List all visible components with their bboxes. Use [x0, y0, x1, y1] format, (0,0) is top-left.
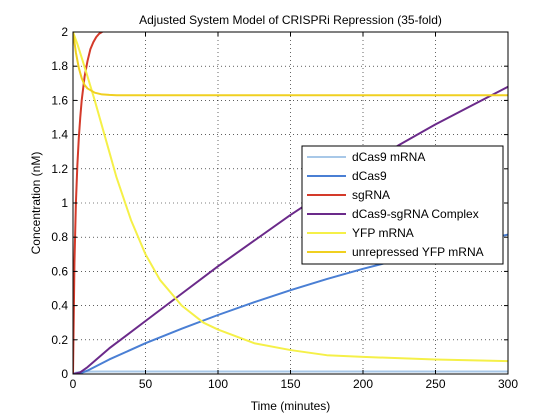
legend-label-sgrna: sgRNA — [352, 188, 390, 202]
legend-label-dcas9: dCas9 — [352, 169, 387, 183]
x-tick-label: 50 — [139, 377, 153, 391]
legend-label-yfp-mrna: YFP mRNA — [352, 226, 414, 240]
y-axis-label: Concentration (nM) — [29, 152, 43, 255]
y-tick-label: 0.6 — [51, 264, 68, 278]
x-tick-label: 300 — [498, 377, 518, 391]
series-line-yfp-mrna — [73, 32, 508, 363]
y-tick-label: 0.4 — [51, 299, 68, 313]
legend-label-dcas9-mrna: dCas9 mRNA — [352, 150, 425, 164]
y-tick-label: 1 — [61, 196, 68, 210]
y-tick-label: 0.2 — [51, 333, 68, 347]
x-tick-label: 200 — [353, 377, 373, 391]
x-tick-label: 150 — [280, 377, 300, 391]
legend-box — [301, 145, 504, 265]
chart-title: Adjusted System Model of CRISPRi Repress… — [139, 13, 442, 27]
legend: dCas9 mRNA dCas9 sgRNA dCas9-sgRNA Complex Y… — [301, 145, 504, 265]
x-tick-label: 0 — [70, 377, 77, 391]
x-tick-label: 100 — [208, 377, 228, 391]
y-tick-label: 1.4 — [51, 128, 68, 142]
series-line-unrepressed-yfp-mrna — [73, 32, 508, 97]
y-tick-label: 0 — [61, 367, 68, 381]
series-line-sgrna — [73, 32, 103, 374]
tick-layer: 0 50 100 150 200 250 300 0 0.2 0.4 0.6 0.8 1 1.2 1.4 1.… — [51, 25, 518, 391]
y-tick-label: 2 — [61, 25, 68, 39]
y-tick-label: 1.8 — [51, 59, 68, 73]
y-tick-label: 0.8 — [51, 230, 68, 244]
series-line-dcas9-sgrna-complex — [73, 85, 508, 374]
x-tick-label: 250 — [425, 377, 445, 391]
legend-label-dcas9-sgrna-complex: dCas9-sgRNA Complex — [352, 207, 479, 221]
x-axis-label: Time (minutes) — [251, 399, 331, 413]
legend-label-unrepressed-yfp-mrna: unrepressed YFP mRNA — [352, 245, 484, 259]
y-tick-label: 1.2 — [51, 162, 68, 176]
y-tick-label: 1.6 — [51, 93, 68, 107]
grid-layer — [73, 32, 508, 374]
